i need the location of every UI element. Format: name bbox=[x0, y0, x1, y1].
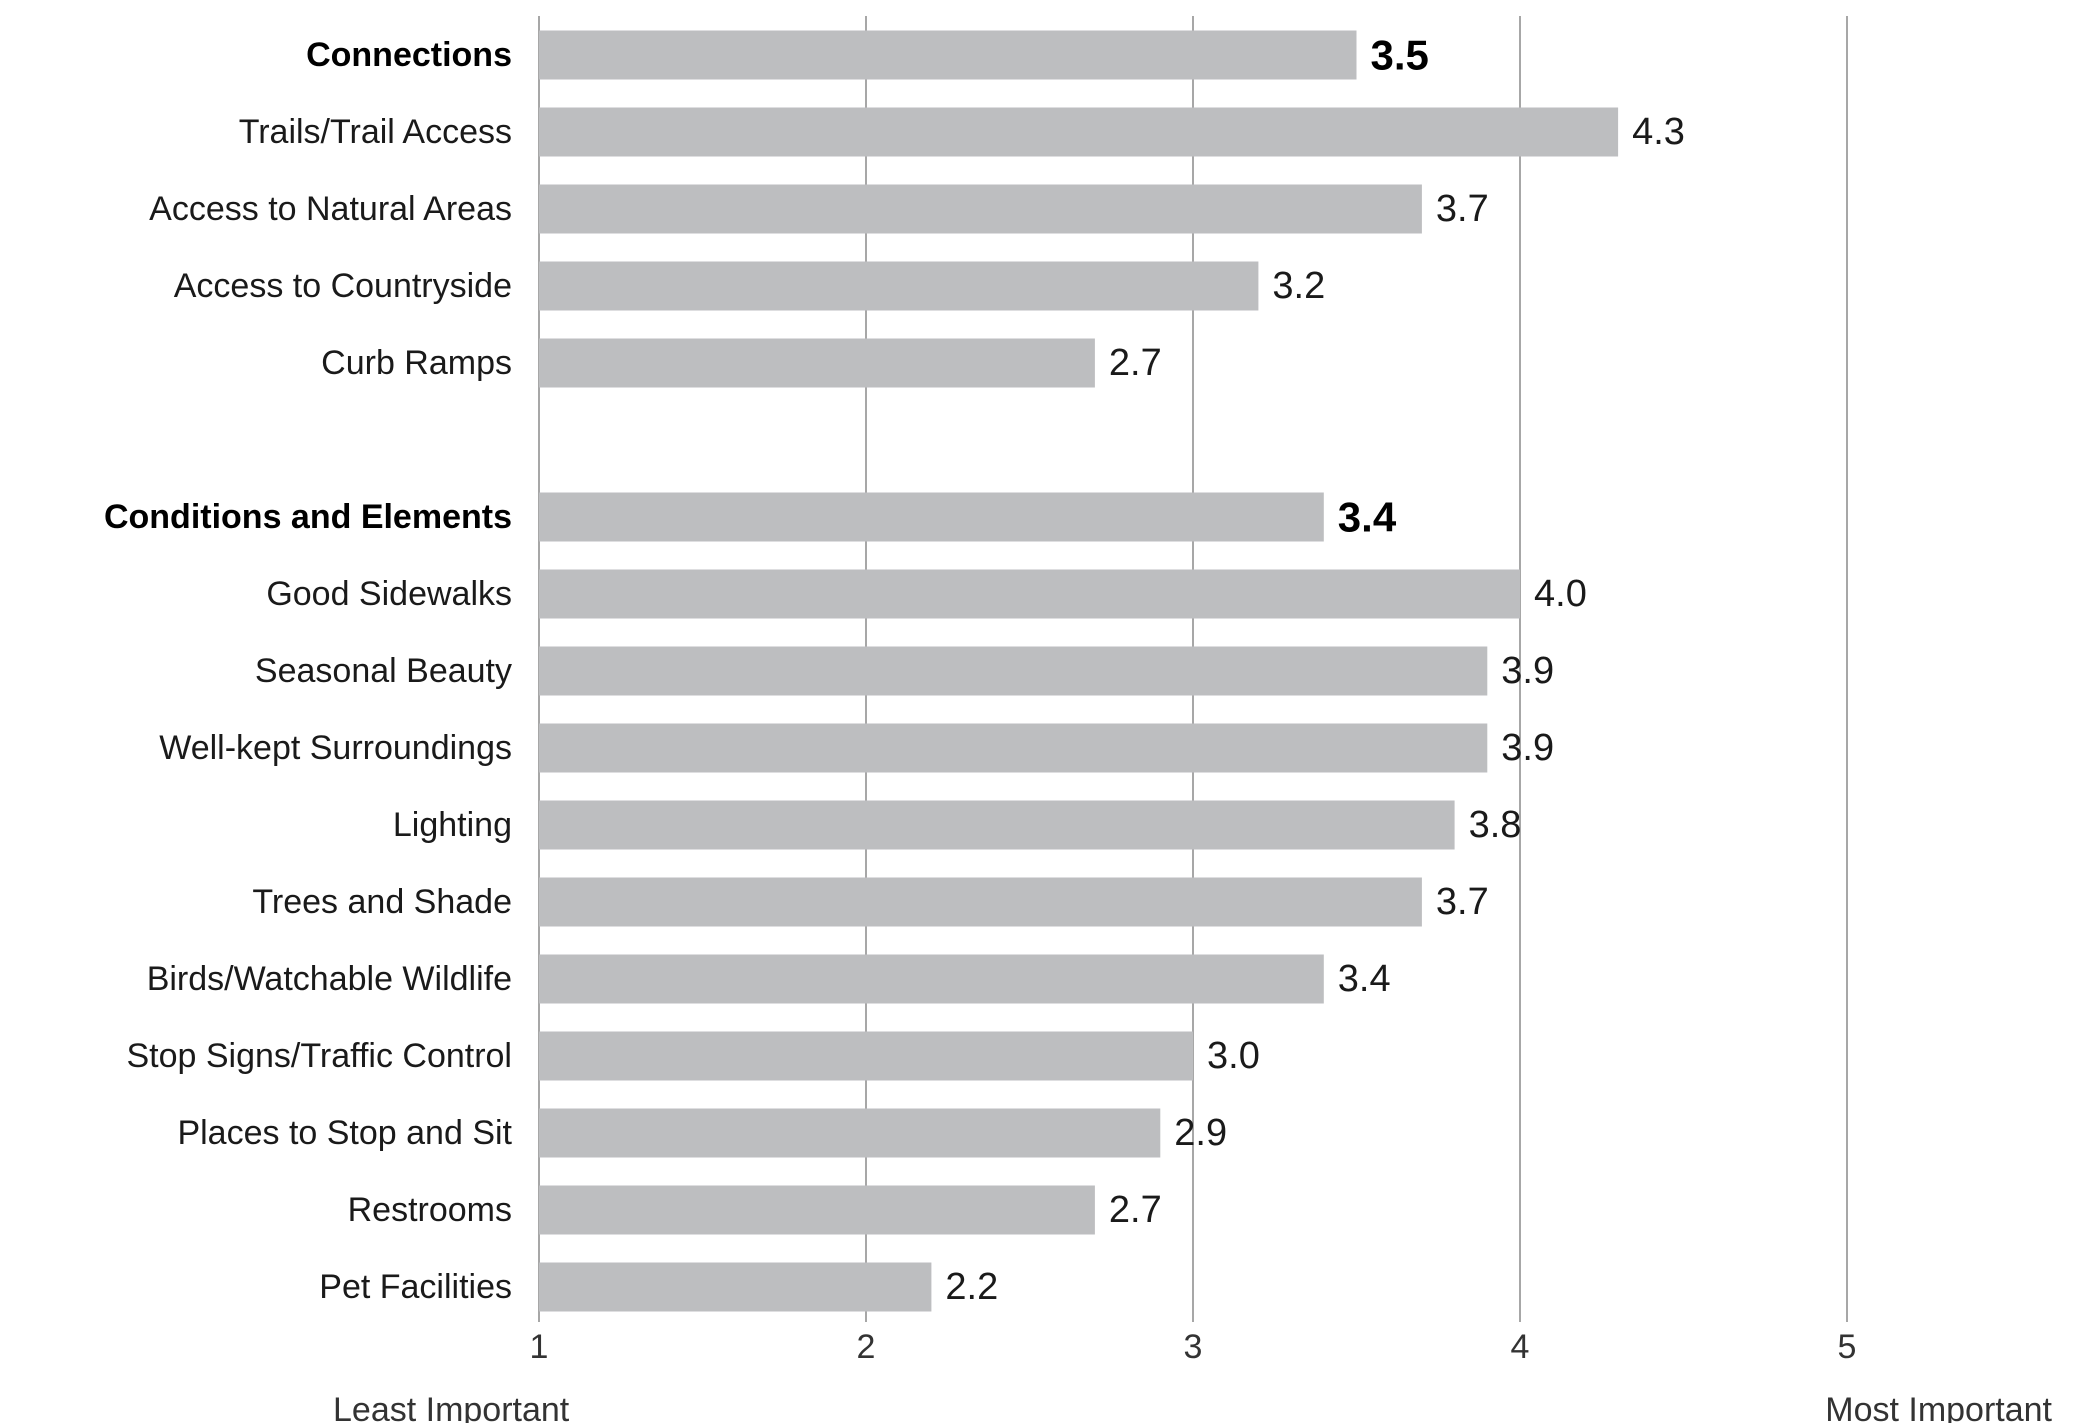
value-label-connections: 3.5 bbox=[1371, 32, 1429, 79]
bar-access-to-countryside bbox=[539, 261, 1259, 311]
bar-good-sidewalks bbox=[539, 569, 1520, 619]
bar-birds-watchable-wildlife bbox=[539, 954, 1324, 1004]
value-label-trails-trail-access: 4.3 bbox=[1632, 111, 1685, 153]
bar-lighting bbox=[539, 800, 1455, 850]
bar-pet-facilities bbox=[539, 1262, 932, 1312]
axis-end-label-left: Least Important bbox=[333, 1391, 570, 1423]
value-labels: 3.5 4.3 3.7 3.2 2.7 3.4 4.0 3.9 3.9 3.8 3.7 3.4 3.0 2… bbox=[945, 32, 1685, 1309]
axis-end-label-right: Most Important bbox=[1825, 1391, 2052, 1423]
category-label-conditions-and-elements: Conditions and Elements bbox=[104, 498, 512, 536]
tick-label-1: 1 bbox=[530, 1328, 549, 1366]
bar-access-to-natural-areas bbox=[539, 184, 1422, 234]
bar-restrooms bbox=[539, 1185, 1095, 1235]
category-label-lighting: Lighting bbox=[393, 806, 512, 844]
category-label-pet-facilities: Pet Facilities bbox=[319, 1268, 512, 1306]
category-label-access-to-natural-areas: Access to Natural Areas bbox=[149, 190, 512, 228]
bar-connections bbox=[539, 30, 1357, 80]
bar-stop-signs-traffic-control bbox=[539, 1031, 1193, 1081]
category-label-stop-signs-traffic-control: Stop Signs/Traffic Control bbox=[126, 1037, 512, 1075]
category-label-seasonal-beauty: Seasonal Beauty bbox=[255, 652, 512, 690]
tick-label-3: 3 bbox=[1184, 1328, 1203, 1366]
category-label-restrooms: Restrooms bbox=[348, 1191, 512, 1229]
category-label-access-to-countryside: Access to Countryside bbox=[174, 267, 512, 305]
value-label-conditions-and-elements: 3.4 bbox=[1338, 494, 1397, 541]
bar-conditions-and-elements bbox=[539, 492, 1324, 542]
category-label-trees-and-shade: Trees and Shade bbox=[252, 883, 512, 921]
category-label-well-kept-surroundings: Well-kept Surroundings bbox=[159, 729, 512, 767]
value-label-access-to-natural-areas: 3.7 bbox=[1436, 188, 1489, 230]
bar-well-kept-surroundings bbox=[539, 723, 1488, 773]
bar-seasonal-beauty bbox=[539, 646, 1488, 696]
value-label-well-kept-surroundings: 3.9 bbox=[1501, 727, 1554, 769]
value-label-curb-ramps: 2.7 bbox=[1109, 342, 1162, 384]
category-label-curb-ramps: Curb Ramps bbox=[321, 344, 512, 382]
bars bbox=[539, 30, 1619, 1312]
bar-places-to-stop-and-sit bbox=[539, 1108, 1161, 1158]
value-label-pet-facilities: 2.2 bbox=[945, 1266, 998, 1308]
value-label-lighting: 3.8 bbox=[1469, 804, 1522, 846]
tick-label-4: 4 bbox=[1511, 1328, 1530, 1366]
value-label-places-to-stop-and-sit: 2.9 bbox=[1174, 1112, 1227, 1154]
x-axis: 1 2 3 4 5 Least Important Most Important bbox=[333, 1328, 2053, 1423]
value-label-access-to-countryside: 3.2 bbox=[1272, 265, 1325, 307]
bar-trails-trail-access bbox=[539, 107, 1619, 157]
category-label-connections: Connections bbox=[306, 36, 512, 74]
category-labels: Connections Trails/Trail Access Access to … bbox=[104, 36, 513, 1306]
category-label-places-to-stop-and-sit: Places to Stop and Sit bbox=[177, 1114, 512, 1152]
bar-curb-ramps bbox=[539, 338, 1095, 388]
tick-label-2: 2 bbox=[857, 1328, 876, 1366]
category-label-birds-watchable-wildlife: Birds/Watchable Wildlife bbox=[147, 960, 512, 998]
value-label-seasonal-beauty: 3.9 bbox=[1501, 650, 1554, 692]
value-label-stop-signs-traffic-control: 3.0 bbox=[1207, 1035, 1260, 1077]
bar-trees-and-shade bbox=[539, 877, 1422, 927]
value-label-birds-watchable-wildlife: 3.4 bbox=[1338, 958, 1391, 1000]
category-label-trails-trail-access: Trails/Trail Access bbox=[239, 113, 512, 151]
value-label-trees-and-shade: 3.7 bbox=[1436, 881, 1489, 923]
value-label-good-sidewalks: 4.0 bbox=[1534, 573, 1587, 615]
category-label-good-sidewalks: Good Sidewalks bbox=[266, 575, 512, 613]
tick-label-5: 5 bbox=[1838, 1328, 1857, 1366]
value-label-restrooms: 2.7 bbox=[1109, 1189, 1162, 1231]
